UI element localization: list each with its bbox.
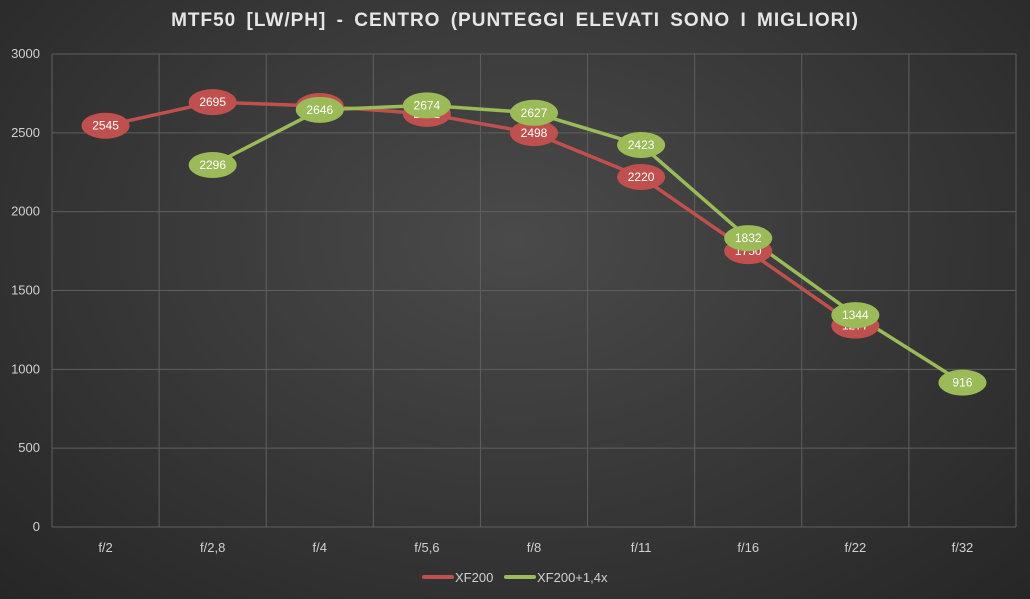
- x-tick-label: f/4: [313, 540, 327, 555]
- x-tick-label: f/2,8: [200, 540, 225, 555]
- y-tick-label: 1000: [11, 361, 40, 376]
- series-1-point: [188, 151, 237, 178]
- y-tick-label: 1500: [11, 283, 40, 298]
- series-0-point: [510, 120, 558, 147]
- data-label: 2646: [306, 103, 333, 117]
- y-tick-label: 0: [33, 519, 40, 534]
- data-label: 2674: [414, 98, 441, 112]
- y-tick-label: 3000: [11, 46, 40, 61]
- series-0-point: [617, 163, 666, 190]
- series-1-point: [510, 99, 558, 126]
- x-tick-label: f/8: [527, 540, 541, 555]
- series-1-point: [831, 302, 880, 329]
- chart-title: MTF50 [LW/PH] - CENTRO (PUNTEGGI ELEVATI…: [171, 10, 859, 31]
- data-label: 2296: [199, 158, 226, 172]
- data-label: 2545: [92, 119, 119, 133]
- data-label: 2423: [628, 138, 655, 152]
- data-label: 1832: [735, 231, 762, 245]
- series-1-point: [295, 96, 344, 123]
- series-0-point: [188, 89, 237, 116]
- series-1-point: [938, 369, 987, 396]
- x-tick-label: f/22: [844, 540, 866, 555]
- data-label: 2498: [521, 126, 548, 140]
- data-label: 1344: [842, 308, 869, 322]
- data-label: 916: [952, 376, 972, 390]
- legend-label: XF200: [455, 570, 493, 585]
- series-1-point: [617, 131, 666, 158]
- series-1-point: [402, 92, 451, 119]
- legend-label: XF200+1,4x: [537, 570, 608, 585]
- x-tick-label: f/11: [631, 540, 652, 555]
- series-0-point: [81, 112, 130, 139]
- y-tick-label: 2500: [11, 125, 40, 140]
- y-tick-label: 2000: [11, 204, 40, 219]
- x-tick-label: f/16: [737, 540, 759, 555]
- x-tick-label: f/2: [98, 540, 112, 555]
- y-tick-label: 500: [18, 440, 40, 455]
- x-tick-label: f/32: [952, 540, 974, 555]
- data-label: 2695: [199, 95, 226, 109]
- series-1-point: [724, 225, 773, 252]
- data-label: 2627: [521, 106, 548, 120]
- x-tick-label: f/5,6: [414, 540, 439, 555]
- data-label: 2220: [628, 170, 655, 184]
